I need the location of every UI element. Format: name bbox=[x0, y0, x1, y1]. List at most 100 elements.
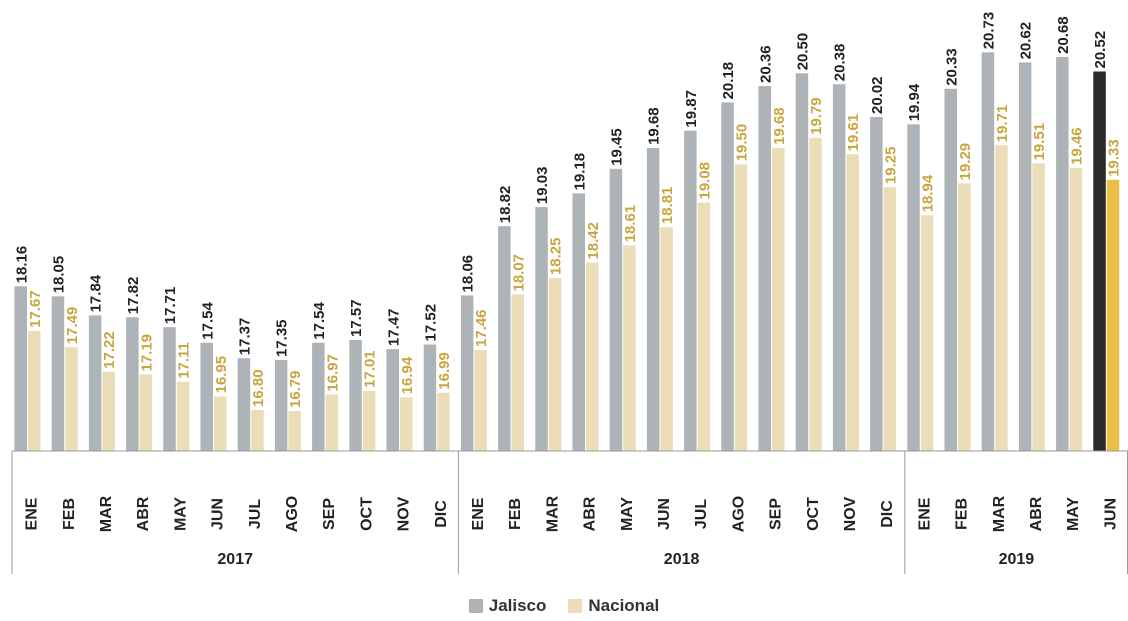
bar-nacional-19 bbox=[734, 164, 748, 452]
bar-jalisco-29 bbox=[1093, 71, 1106, 451]
data-label-nacional-14: 18.25 bbox=[548, 238, 565, 276]
bar-nacional-15 bbox=[586, 262, 599, 451]
data-label-nacional-9: 17.01 bbox=[362, 350, 379, 388]
month-tick-label-4: MAY bbox=[172, 497, 189, 531]
data-label-nacional-18: 19.08 bbox=[696, 162, 713, 200]
data-label-nacional-16: 18.61 bbox=[622, 205, 639, 243]
bar-jalisco-26 bbox=[981, 52, 995, 452]
data-label-nacional-26: 19.71 bbox=[994, 105, 1011, 143]
data-label-jalisco-6: 17.37 bbox=[237, 318, 254, 356]
month-tick-label-1: FEB bbox=[61, 498, 78, 530]
data-label-nacional-29: 19.33 bbox=[1106, 139, 1123, 177]
month-tick-label-19: AGO bbox=[730, 496, 747, 532]
bar-jalisco-12 bbox=[460, 295, 474, 451]
month-tick-label-29: JUN bbox=[1102, 498, 1119, 530]
data-label-nacional-6: 16.80 bbox=[250, 369, 267, 407]
data-label-nacional-5: 16.95 bbox=[213, 356, 230, 394]
bar-nacional-10 bbox=[400, 397, 413, 451]
bar-jalisco-22 bbox=[832, 84, 846, 451]
bar-nacional-21 bbox=[809, 137, 822, 451]
month-tick-label-18: JUL bbox=[693, 499, 710, 529]
bar-nacional-12 bbox=[474, 350, 487, 451]
month-tick-label-17: JUN bbox=[656, 498, 673, 530]
x-axis: ENE FEB MAR ABR MAY JUN JUL AGO SEP OCT NOV DIC ENE F… bbox=[11, 450, 1128, 574]
data-label-jalisco-22: 20.38 bbox=[832, 44, 849, 82]
bar-nacional-0 bbox=[28, 330, 41, 451]
value-labels-layer: 18.16 17.67 18.05 17.49 17.84 17.22 17.82 17.19… bbox=[13, 12, 1122, 408]
bar-nacional-7 bbox=[288, 411, 301, 451]
year-label-2019: 2019 bbox=[999, 551, 1035, 568]
legend: Jalisco Nacional bbox=[0, 596, 1128, 616]
data-label-jalisco-0: 18.16 bbox=[13, 246, 30, 284]
bar-chart: 18.16 17.67 18.05 17.49 17.84 17.22 17.82 17.19… bbox=[11, 12, 1128, 574]
month-tick-label-5: JUN bbox=[210, 498, 227, 530]
bar-nacional-27 bbox=[1032, 163, 1045, 451]
bar-nacional-25 bbox=[958, 183, 971, 451]
bar-nacional-20 bbox=[772, 147, 785, 451]
data-label-jalisco-10: 17.47 bbox=[385, 309, 402, 347]
data-label-jalisco-28: 20.68 bbox=[1055, 16, 1072, 54]
data-label-jalisco-20: 20.36 bbox=[757, 45, 774, 83]
bar-jalisco-13 bbox=[498, 226, 511, 451]
bar-nacional-22 bbox=[846, 154, 859, 452]
bar-jalisco-20 bbox=[758, 86, 771, 451]
data-label-nacional-4: 17.11 bbox=[176, 342, 193, 379]
data-label-nacional-7: 16.79 bbox=[287, 370, 304, 408]
data-label-nacional-22: 19.61 bbox=[845, 114, 862, 152]
bar-jalisco-16 bbox=[609, 168, 623, 452]
bar-jalisco-0 bbox=[14, 286, 27, 451]
bar-nacional-13 bbox=[511, 294, 525, 451]
bar-jalisco-3 bbox=[126, 317, 139, 451]
data-label-jalisco-16: 19.45 bbox=[609, 128, 626, 166]
bar-jalisco-1 bbox=[51, 296, 65, 451]
data-label-jalisco-4: 17.71 bbox=[162, 287, 179, 325]
month-tick-label-25: FEB bbox=[954, 498, 971, 530]
bar-nacional-1 bbox=[65, 347, 78, 451]
data-label-jalisco-26: 20.73 bbox=[981, 12, 998, 50]
data-label-jalisco-17: 19.68 bbox=[646, 107, 663, 145]
bar-jalisco-4 bbox=[163, 327, 176, 451]
month-tick-label-2: MAR bbox=[98, 495, 115, 532]
bar-nacional-8 bbox=[325, 394, 339, 451]
month-tick-label-6: JUL bbox=[247, 499, 264, 529]
bar-nacional-9 bbox=[362, 390, 376, 451]
data-label-nacional-19: 19.50 bbox=[734, 124, 751, 162]
month-tick-label-23: DIC bbox=[879, 500, 896, 528]
bar-nacional-24 bbox=[920, 215, 934, 451]
month-tick-label-7: AGO bbox=[284, 496, 301, 532]
legend-swatch-jalisco bbox=[468, 599, 483, 613]
month-tick-label-10: NOV bbox=[396, 496, 413, 531]
data-label-nacional-25: 19.29 bbox=[957, 143, 974, 181]
bar-jalisco-14 bbox=[535, 207, 548, 451]
bar-jalisco-9 bbox=[349, 340, 362, 451]
data-label-jalisco-29: 20.52 bbox=[1092, 31, 1109, 69]
legend-label-nacional: Nacional bbox=[588, 596, 660, 615]
legend-swatch-nacional bbox=[568, 599, 583, 613]
data-label-jalisco-5: 17.54 bbox=[199, 302, 216, 340]
data-label-jalisco-19: 20.18 bbox=[720, 62, 737, 100]
data-label-jalisco-2: 17.84 bbox=[88, 274, 105, 312]
bar-jalisco-10 bbox=[386, 349, 399, 451]
year-label-2017: 2017 bbox=[217, 551, 253, 568]
data-label-nacional-0: 17.67 bbox=[27, 290, 44, 328]
month-tick-label-21: OCT bbox=[805, 497, 822, 531]
data-label-jalisco-18: 19.87 bbox=[683, 90, 700, 128]
month-tick-label-16: MAY bbox=[619, 497, 636, 531]
bar-jalisco-2 bbox=[88, 315, 102, 451]
bar-jalisco-17 bbox=[646, 147, 660, 451]
bar-nacional-6 bbox=[251, 410, 264, 451]
bar-jalisco-21 bbox=[795, 73, 809, 452]
data-label-jalisco-21: 20.50 bbox=[795, 33, 812, 71]
month-tick-label-26: MAR bbox=[991, 495, 1008, 532]
bar-nacional-2 bbox=[102, 371, 115, 451]
bar-jalisco-19 bbox=[721, 102, 734, 452]
month-tick-label-12: ENE bbox=[470, 497, 487, 530]
bar-jalisco-5 bbox=[200, 342, 213, 451]
month-tick-label-9: OCT bbox=[358, 497, 375, 531]
bar-nacional-11 bbox=[437, 392, 450, 451]
bar-nacional-29 bbox=[1106, 179, 1120, 452]
month-tick-label-27: ABR bbox=[1028, 496, 1045, 531]
data-label-nacional-12: 17.46 bbox=[473, 309, 490, 347]
bar-jalisco-24 bbox=[907, 124, 920, 452]
month-tick-label-14: MAR bbox=[544, 495, 561, 532]
